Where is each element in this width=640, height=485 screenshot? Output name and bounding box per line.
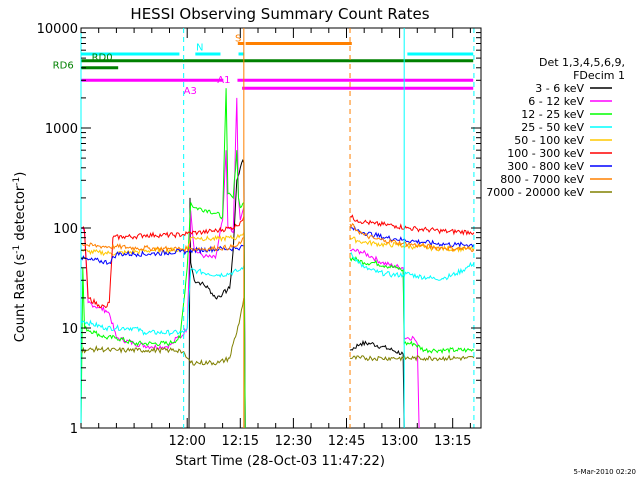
y-tick-label: 10000 (37, 22, 78, 37)
series-line (81, 88, 475, 428)
y-tick-label: 1 (70, 422, 78, 437)
x-tick-label: 12:45 (328, 434, 365, 449)
y-axis-label-part: Count Rate (s (13, 254, 28, 343)
flag-label: A3 (184, 86, 197, 97)
legend-entry-label: 50 - 100 keV (514, 134, 584, 147)
series-line (81, 97, 420, 428)
flag-label: RD0 (92, 52, 113, 63)
legend-header-line: Det 1,3,4,5,6,9, (539, 56, 625, 69)
x-tick-label: 13:15 (434, 434, 471, 449)
series-line (188, 159, 405, 428)
legend-header-line: FDecim 1 (573, 69, 625, 82)
x-tick-label: 12:15 (222, 434, 259, 449)
legend-entry-label: 800 - 7000 keV (500, 173, 584, 186)
y-axis-label: Count Rate (s-1 detector-1) (12, 172, 28, 343)
legend-entry-label: 7000 - 20000 keV (486, 186, 584, 199)
legend-entry-label: 12 - 25 keV (521, 108, 584, 121)
x-tick-label: 12:00 (168, 434, 205, 449)
chart-title: HESSI Observing Summary Count Rates (130, 5, 429, 23)
legend-entry-label: 25 - 50 keV (521, 121, 584, 134)
y-axis-label-part: detector (13, 185, 28, 245)
y-axis-label-part: ) (13, 172, 28, 177)
y-axis-label-superscript: -1 (12, 245, 22, 254)
legend-entry-label: 100 - 300 keV (507, 147, 584, 160)
x-axis-label: Start Time (28-Oct-03 11:47:22) (175, 454, 385, 469)
series-line (81, 223, 475, 253)
flag-label: A1 (217, 75, 230, 86)
flag-label: N (196, 43, 203, 54)
legend-entry-label: 300 - 800 keV (507, 160, 584, 173)
y-tick-label: 10 (61, 322, 78, 337)
legend-entry-label: 6 - 12 keV (528, 95, 584, 108)
flag-label: RD6 (53, 61, 74, 72)
legend-entry-label: 3 - 6 keV (535, 82, 584, 95)
series-group (81, 88, 475, 428)
flag-label: S (235, 34, 241, 45)
x-tick-label: 13:00 (381, 434, 418, 449)
y-axis-label-superscript: -1 (12, 177, 22, 186)
series-line (81, 252, 475, 337)
flag-lines-group: RD0 RD6 N S A1 A3 (53, 34, 474, 97)
y-tick-label: 1000 (45, 122, 78, 137)
timestamp-stamp: 5-Mar-2010 02:20 (574, 468, 636, 476)
y-tick-label: 100 (53, 222, 78, 237)
series-line (81, 214, 475, 309)
axes-group: 1 10 100 1000 10000 12:00 12:15 12:30 12:45 13:00… (37, 22, 481, 449)
series-line (81, 297, 475, 366)
x-tick-label: 12:30 (275, 434, 312, 449)
